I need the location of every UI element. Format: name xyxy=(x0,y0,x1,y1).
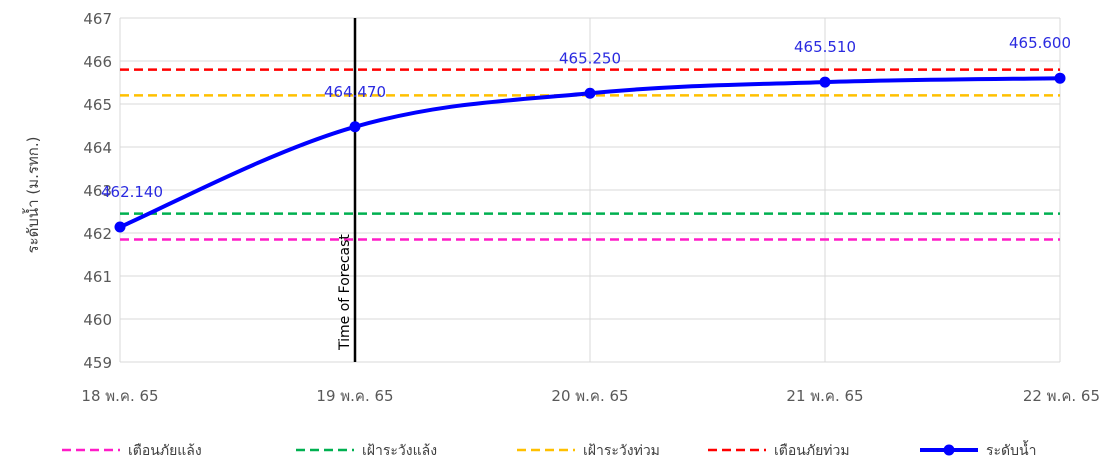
data-point xyxy=(350,121,361,132)
legend-label: เตือนภัยท่วม xyxy=(774,443,850,459)
y-tick-label: 465 xyxy=(83,96,112,114)
legend-marker xyxy=(944,445,955,456)
data-label: 462.140 xyxy=(101,183,163,201)
y-tick-label: 464 xyxy=(83,139,112,157)
x-tick-label: 20 พ.ค. 65 xyxy=(551,387,628,405)
forecast-label: Time of Forecast xyxy=(337,234,353,351)
data-point xyxy=(115,221,126,232)
x-axis-ticks: 18 พ.ค. 65 19 พ.ค. 65 20 พ.ค. 65 21 พ.ค. 65… xyxy=(81,387,1100,405)
y-tick-label: 466 xyxy=(83,53,112,71)
y-tick-label: 461 xyxy=(83,268,112,286)
y-tick-label: 459 xyxy=(83,354,112,372)
legend-label: เฝ้าระวังแล้ง xyxy=(362,443,437,459)
x-tick-label: 18 พ.ค. 65 xyxy=(81,387,158,405)
data-label: 465.510 xyxy=(794,38,856,56)
data-point xyxy=(1055,73,1066,84)
series-layer: 462.140 464.470 465.250 465.510 465.600 xyxy=(101,34,1071,232)
data-label: 465.250 xyxy=(559,49,621,67)
data-point xyxy=(820,77,831,88)
data-label: 464.470 xyxy=(324,83,386,101)
x-tick-label: 22 พ.ค. 65 xyxy=(1023,387,1100,405)
data-label: 465.600 xyxy=(1009,34,1071,52)
y-tick-label: 462 xyxy=(83,225,112,243)
y-axis-label: ระดับน้ำ (ม.รทก.) xyxy=(22,137,42,254)
x-tick-label: 21 พ.ค. 65 xyxy=(786,387,863,405)
legend-label: เฝ้าระวังท่วม xyxy=(583,443,660,459)
y-tick-label: 467 xyxy=(83,10,112,28)
legend-label: เตือนภัยแล้ง xyxy=(128,443,202,459)
legend: เตือนภัยแล้ง เฝ้าระวังแล้ง เฝ้าระวังท่วม เต… xyxy=(62,440,1036,459)
y-tick-label: 460 xyxy=(83,311,112,329)
legend-label: ระดับน้ำ xyxy=(986,440,1036,459)
data-point xyxy=(585,88,596,99)
x-tick-label: 19 พ.ค. 65 xyxy=(316,387,393,405)
